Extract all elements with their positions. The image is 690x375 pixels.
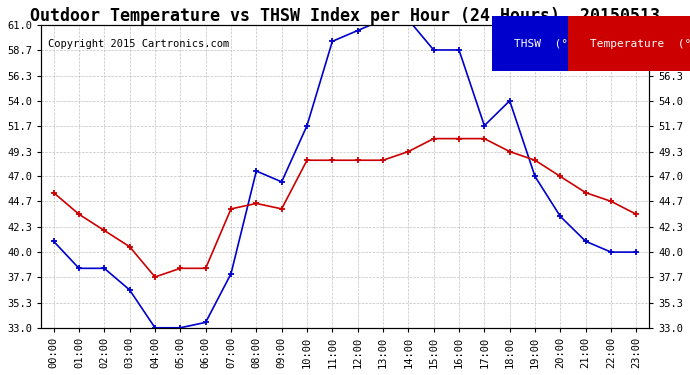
Text: THSW  (°F): THSW (°F) [514, 39, 582, 49]
Title: Outdoor Temperature vs THSW Index per Hour (24 Hours)  20150513: Outdoor Temperature vs THSW Index per Ho… [30, 7, 660, 25]
Text: Copyright 2015 Cartronics.com: Copyright 2015 Cartronics.com [48, 39, 230, 50]
Text: Temperature  (°F): Temperature (°F) [590, 39, 690, 49]
